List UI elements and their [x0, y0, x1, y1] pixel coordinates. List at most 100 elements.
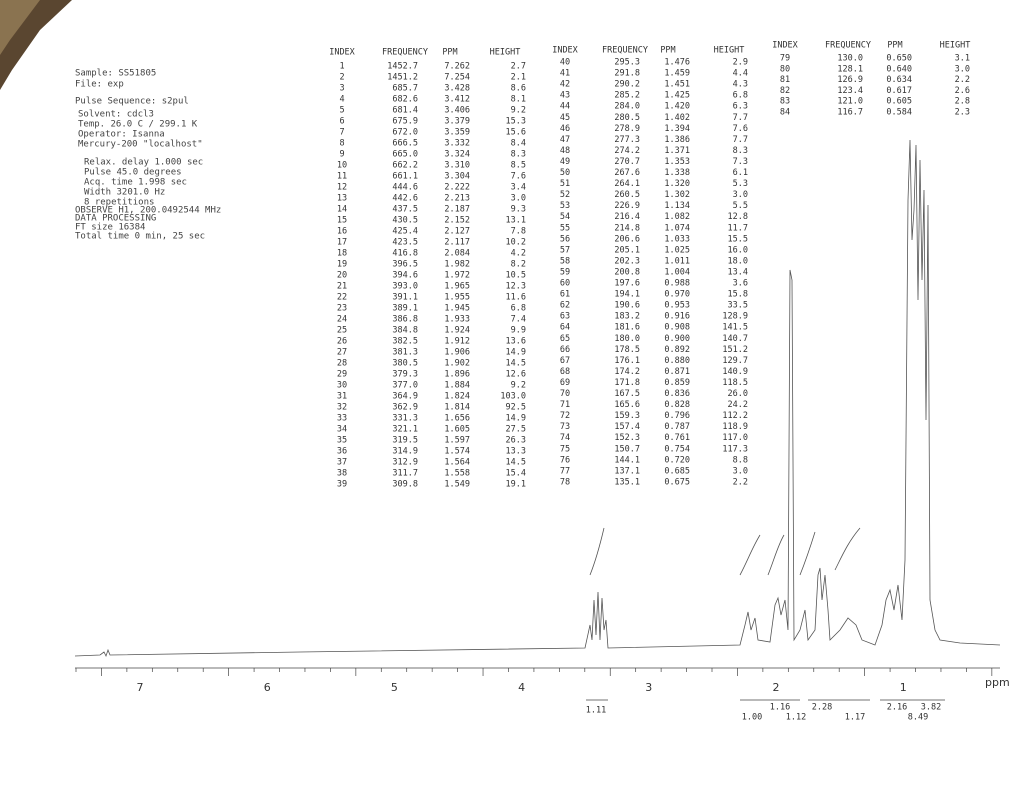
table-cell: 1.549 [444, 480, 470, 490]
table-cell: 4.4 [733, 69, 748, 79]
integral-value: 2.16 [887, 703, 907, 713]
table-cell: 672.0 [392, 128, 418, 138]
table-cell: 84 [780, 108, 790, 118]
table-cell: 174.2 [614, 367, 640, 377]
table-cell: 267.6 [614, 168, 640, 178]
table-cell: 2.117 [444, 238, 470, 248]
table-cell: 16.0 [728, 245, 748, 255]
table-cell: 180.0 [614, 334, 640, 344]
table-cell: 26.0 [728, 389, 748, 399]
table-cell: 165.6 [614, 400, 640, 410]
table-cell: 295.3 [614, 58, 640, 68]
table-cell: 8.3 [733, 146, 748, 156]
table-cell: 0.584 [886, 108, 912, 118]
table-cell: 0.796 [664, 411, 690, 421]
table-cell: 1.605 [444, 425, 470, 435]
table-cell: 61 [560, 290, 570, 300]
table-cell: 3.412 [444, 95, 470, 105]
table-cell: 13 [337, 194, 347, 204]
table-cell: 1.955 [444, 293, 470, 303]
table-header: INDEX [552, 46, 578, 56]
table-cell: 278.9 [614, 124, 640, 134]
table-cell: 3 [339, 84, 344, 94]
table-cell: 3.310 [444, 161, 470, 171]
table-header: PPM [442, 48, 457, 58]
table-cell: 12.6 [506, 370, 526, 380]
table-cell: 2.222 [444, 183, 470, 193]
table-cell: 129.7 [722, 356, 748, 366]
table-cell: 18.0 [728, 256, 748, 266]
table-cell: 1.597 [444, 436, 470, 446]
table-cell: 24 [337, 315, 347, 325]
table-cell: 116.7 [837, 108, 863, 118]
table-cell: 393.0 [392, 282, 418, 292]
table-cell: 319.5 [392, 436, 418, 446]
table-cell: 18 [337, 249, 347, 259]
table-cell: 666.5 [392, 139, 418, 149]
table-cell: 661.1 [392, 172, 418, 182]
table-cell: 7.254 [444, 73, 470, 83]
table-cell: 49 [560, 157, 570, 167]
table-cell: 60 [560, 279, 570, 289]
table-cell: 1.338 [664, 168, 690, 178]
table-cell: 1452.7 [387, 62, 418, 72]
table-cell: 53 [560, 201, 570, 211]
table-cell: 682.6 [392, 95, 418, 105]
table-cell: 444.6 [392, 183, 418, 193]
table-cell: 0.988 [664, 279, 690, 289]
table-cell: 3.0 [955, 64, 970, 74]
table-cell: 64 [560, 323, 570, 333]
table-cell: 1.902 [444, 359, 470, 369]
table-cell: 19.1 [506, 480, 526, 490]
table-cell: 24.2 [728, 400, 748, 410]
table-cell: 39 [337, 480, 347, 490]
table-cell: 71 [560, 400, 570, 410]
table-cell: 83 [780, 97, 790, 107]
table-cell: 202.3 [614, 256, 640, 266]
table-cell: 1.386 [664, 135, 690, 145]
integral-value: 3.82 [921, 703, 941, 713]
table-cell: 178.5 [614, 345, 640, 355]
table-cell: 1.945 [444, 304, 470, 314]
table-cell: 31 [337, 392, 347, 402]
table-cell: 3.0 [733, 466, 748, 476]
table-cell: 14.9 [506, 414, 526, 424]
sample-info-line: Operator: Isanna [78, 130, 165, 140]
spectrum-trace [74, 139, 1001, 658]
table-cell: 423.5 [392, 238, 418, 248]
table-cell: 11.7 [728, 223, 748, 233]
table-cell: 389.1 [392, 304, 418, 314]
axis-label: 5 [391, 681, 398, 694]
table-cell: 15.3 [506, 117, 526, 127]
table-cell: 17 [337, 238, 347, 248]
table-cell: 274.2 [614, 146, 640, 156]
table-cell: 7 [339, 128, 344, 138]
table-cell: 181.6 [614, 323, 640, 333]
table-cell: 321.1 [392, 425, 418, 435]
table-cell: 3.379 [444, 117, 470, 127]
table-cell: 7.7 [733, 113, 748, 123]
sample-info-line: Temp. 26.0 C / 299.1 K [78, 120, 198, 130]
table-cell: 150.7 [614, 444, 640, 454]
table-cell: 4 [339, 95, 344, 105]
table-cell: 2.187 [444, 205, 470, 215]
table-cell: 1.965 [444, 282, 470, 292]
table-cell: 0.880 [664, 356, 690, 366]
table-cell: 2.084 [444, 249, 470, 259]
table-cell: 206.6 [614, 234, 640, 244]
table-cell: 1.933 [444, 315, 470, 325]
table-cell: 3.332 [444, 139, 470, 149]
table-cell: 55 [560, 223, 570, 233]
table-cell: 1.564 [444, 458, 470, 468]
sample-info-line: DATA PROCESSING [75, 214, 156, 224]
table-cell: 662.2 [392, 161, 418, 171]
table-cell: 3.324 [444, 150, 470, 160]
table-cell: 70 [560, 389, 570, 399]
table-cell: 416.8 [392, 249, 418, 259]
sample-info-line: 8 repetitions [84, 198, 154, 208]
table-cell: 377.0 [392, 381, 418, 391]
table-cell: 3.304 [444, 172, 470, 182]
table-cell: 0.754 [664, 444, 690, 454]
table-cell: 137.1 [614, 466, 640, 476]
